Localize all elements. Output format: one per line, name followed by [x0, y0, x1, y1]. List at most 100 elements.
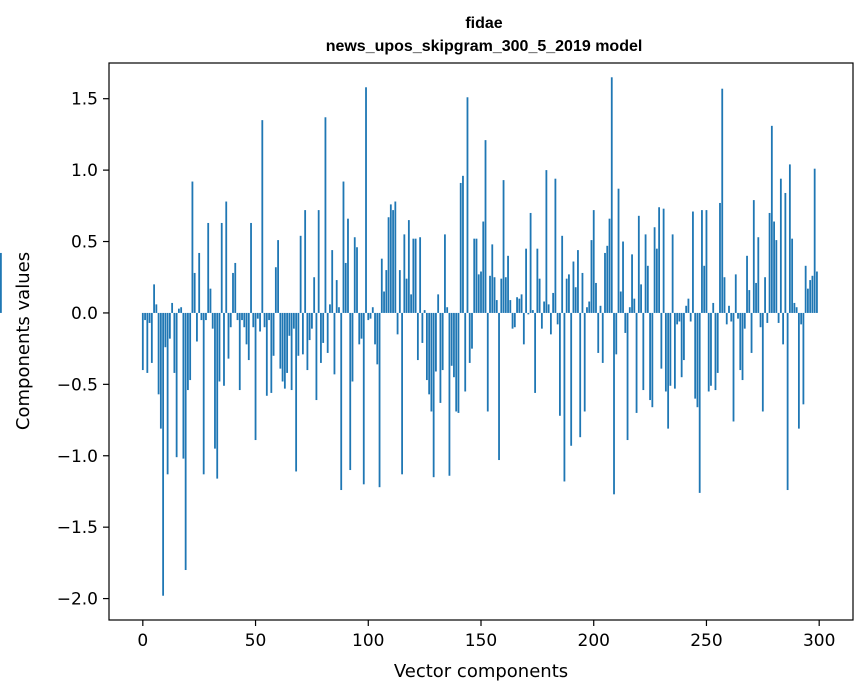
bar [425, 312, 428, 381]
y-tick-label: −1.5 [57, 518, 98, 538]
bars-group [0, 77, 818, 596]
bar [236, 312, 239, 321]
bar [214, 312, 216, 449]
bar [495, 300, 498, 313]
bar [155, 304, 158, 313]
bar [534, 312, 537, 393]
bar [304, 210, 307, 313]
bar [680, 312, 683, 378]
bar [290, 312, 293, 391]
bar [633, 298, 636, 313]
bar [581, 272, 584, 313]
bar [189, 312, 192, 381]
bar [209, 288, 212, 313]
bar [141, 312, 144, 371]
bar [243, 312, 246, 328]
bar [394, 201, 397, 313]
bar [353, 237, 356, 313]
bar [590, 240, 593, 313]
y-axis-label: Components values [13, 252, 34, 430]
bar [396, 312, 399, 335]
bar [367, 312, 370, 321]
bar [766, 312, 769, 323]
bar [371, 307, 374, 313]
bar [457, 312, 460, 413]
bar [164, 312, 167, 348]
y-tick-label: 0.0 [71, 304, 98, 324]
bar [525, 248, 527, 313]
bar [439, 312, 442, 403]
bar [502, 180, 505, 313]
bar [491, 244, 494, 313]
bar [527, 312, 530, 315]
bar [401, 312, 403, 475]
y-tick-label: 1.5 [71, 90, 98, 110]
bar [518, 298, 521, 313]
bar [622, 241, 624, 313]
bar [651, 312, 654, 408]
bar [559, 312, 561, 416]
bar [157, 312, 160, 395]
bar [698, 312, 701, 493]
bar [193, 272, 196, 313]
bar [800, 312, 803, 325]
y-tick-label: −1.0 [57, 447, 98, 467]
bar [405, 278, 408, 313]
bar [432, 312, 435, 478]
bar [671, 234, 674, 313]
bar [376, 312, 379, 365]
bar [768, 212, 771, 313]
bar [784, 192, 787, 313]
bar [522, 312, 525, 345]
bar [473, 238, 476, 313]
bar [707, 312, 710, 392]
bar [617, 188, 620, 313]
bar [374, 312, 376, 345]
y-tick-label: 0.5 [71, 233, 98, 253]
bar [685, 305, 688, 313]
bar [626, 312, 629, 441]
bar [223, 312, 225, 386]
bar [701, 210, 703, 313]
bar [198, 252, 201, 313]
bar [653, 227, 656, 313]
bar [234, 262, 237, 313]
bar [308, 312, 311, 341]
bar [340, 312, 343, 491]
bar [268, 312, 270, 321]
bar [516, 297, 518, 313]
bar [344, 262, 347, 313]
bar [245, 312, 248, 345]
bar [791, 238, 794, 313]
bar [807, 288, 809, 313]
bar [324, 117, 327, 313]
x-tick-label: 300 [803, 631, 835, 651]
bar [446, 307, 449, 313]
bar [317, 210, 320, 313]
bar [389, 204, 392, 313]
bar [529, 212, 532, 313]
bar [299, 235, 302, 313]
bar [511, 312, 514, 329]
bar [387, 217, 390, 313]
bar [477, 274, 480, 313]
bar [320, 312, 322, 363]
bar [667, 312, 670, 429]
bar [714, 312, 717, 391]
bar [730, 312, 733, 322]
bar [579, 312, 582, 438]
bar [311, 312, 313, 329]
bar [606, 245, 609, 313]
x-tick-label: 250 [690, 631, 722, 651]
bar [547, 304, 550, 313]
bar [723, 277, 726, 313]
x-tick-label: 0 [137, 631, 148, 651]
bar [662, 208, 665, 313]
bar [241, 312, 243, 321]
bar [592, 210, 595, 313]
bar [225, 201, 228, 313]
bar [734, 274, 737, 313]
bar [187, 312, 189, 391]
bar [655, 248, 658, 313]
